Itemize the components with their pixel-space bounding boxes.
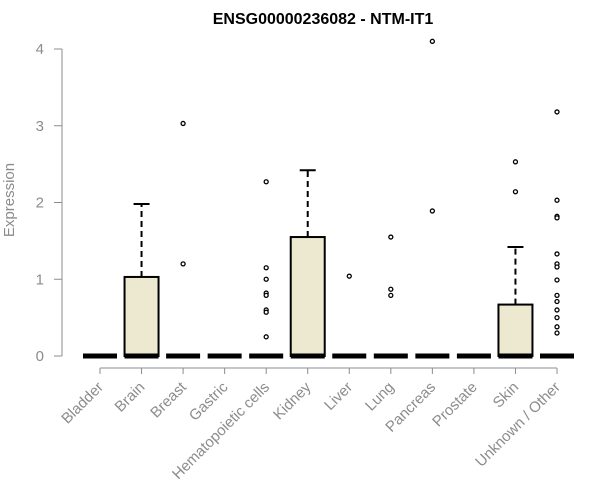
box-group — [415, 38, 450, 359]
y-axis-label: Expression — [1, 163, 18, 237]
x-tick-label: Prostate — [429, 379, 481, 431]
outlier-point — [263, 276, 269, 282]
box-group — [497, 159, 534, 359]
box-group — [373, 234, 408, 359]
outlier-point — [429, 38, 436, 44]
boxes — [83, 38, 574, 359]
outlier-point — [180, 120, 186, 127]
outlier-point — [554, 307, 560, 313]
y-tick-label: 3 — [36, 118, 44, 135]
outlier-point — [388, 234, 394, 240]
chart-title: ENSG00000236082 - NTM-IT1 — [213, 11, 434, 28]
outlier-point — [554, 324, 560, 330]
outlier-point — [263, 179, 269, 185]
outlier-point — [554, 314, 560, 321]
box — [123, 275, 160, 358]
outlier-point — [554, 298, 560, 305]
outlier-point — [554, 215, 560, 221]
y-axis: 0 1 2 3 4 — [36, 41, 63, 365]
outlier-point — [554, 277, 560, 283]
outlier-point — [554, 109, 560, 115]
outlier-point — [263, 309, 269, 315]
x-tick-label: Skin — [490, 379, 523, 412]
box — [497, 303, 534, 358]
outlier-point — [512, 159, 519, 165]
outlier-point — [429, 208, 436, 214]
x-tick-label: Liver — [321, 379, 356, 414]
outlier-point — [346, 273, 352, 279]
outlier-point — [554, 264, 560, 270]
outlier-point — [554, 330, 560, 336]
box-group — [289, 169, 326, 359]
outlier-point — [388, 286, 394, 292]
box-group — [540, 109, 574, 359]
y-tick-label: 1 — [36, 271, 44, 288]
x-tick-label: Lung — [362, 379, 398, 415]
box-group — [123, 203, 160, 359]
outlier-point — [180, 261, 186, 267]
x-tick-label: Bladder — [58, 379, 107, 428]
x-tick-label: Brain — [112, 379, 149, 416]
y-tick-label: 2 — [36, 195, 44, 212]
outlier-point — [554, 197, 560, 203]
outlier-point — [554, 292, 560, 299]
box-group — [166, 120, 201, 359]
outlier-point — [263, 334, 269, 340]
box-group — [332, 273, 367, 359]
outlier-point — [263, 292, 269, 299]
outlier-point — [512, 189, 519, 195]
box — [289, 236, 326, 358]
x-tick-label: Kidney — [270, 378, 315, 423]
box-group — [249, 179, 284, 359]
outlier-point — [263, 265, 269, 271]
outlier-point — [554, 251, 560, 257]
x-tick-label: Breast — [147, 378, 190, 421]
outlier-point — [388, 292, 394, 299]
y-tick-label: 4 — [36, 41, 44, 58]
y-tick-label: 0 — [36, 348, 44, 365]
